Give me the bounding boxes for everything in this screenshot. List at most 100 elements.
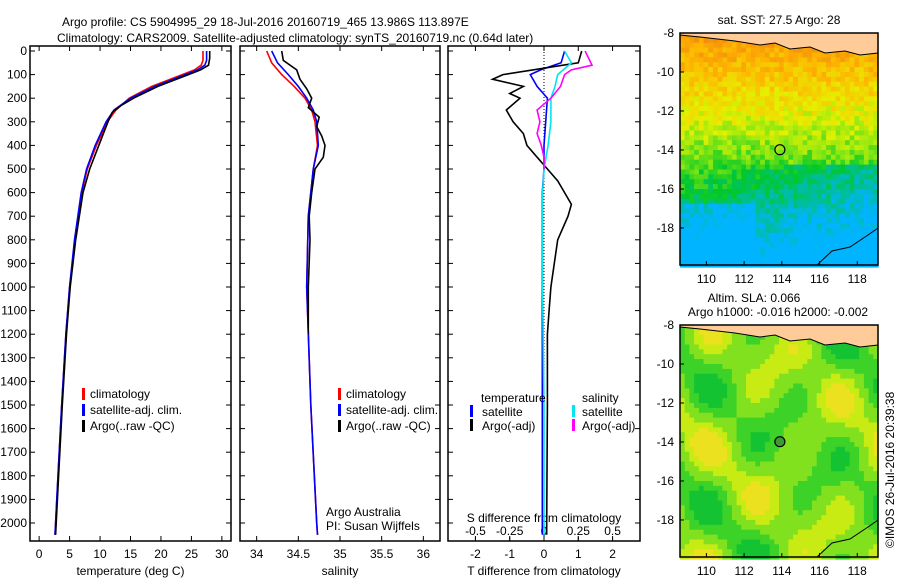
map-cell <box>788 135 794 141</box>
map-cell <box>750 481 756 487</box>
map-cell <box>840 461 846 467</box>
map-cell <box>717 164 723 171</box>
map-cell <box>689 471 695 477</box>
map-cell <box>840 481 846 487</box>
map-cell <box>788 150 794 156</box>
map-cell <box>812 62 818 68</box>
map-cell <box>713 81 719 88</box>
map-cell <box>845 495 851 502</box>
map-cell <box>783 179 789 185</box>
map-cell <box>807 169 813 175</box>
map-cell <box>741 461 747 467</box>
map-cell <box>731 412 738 419</box>
map-cell <box>793 364 799 370</box>
map-cell <box>750 354 756 360</box>
map-cell <box>783 86 789 93</box>
map-cell <box>802 368 808 375</box>
map-cell <box>840 500 846 506</box>
map-cell <box>783 524 789 531</box>
map-cell <box>873 485 879 492</box>
map-cell <box>760 120 766 127</box>
map-cell <box>760 529 766 536</box>
map-cell <box>873 81 879 88</box>
map-cell <box>788 495 794 502</box>
map-cell <box>873 466 879 472</box>
map-cell <box>835 115 841 122</box>
map-cell <box>717 461 723 467</box>
map-cell <box>708 495 714 502</box>
map-cell <box>722 359 728 365</box>
map-cell <box>793 490 799 497</box>
map-cell <box>684 481 690 487</box>
map-cell <box>793 515 799 521</box>
map-cell <box>694 549 700 555</box>
map-cell <box>779 510 785 516</box>
map-cell <box>854 398 860 404</box>
map-cell <box>788 86 794 93</box>
map-cell <box>750 101 756 107</box>
map-cell <box>755 515 761 521</box>
map-cell <box>830 481 837 487</box>
map-cell <box>684 86 690 93</box>
map-cell <box>793 252 799 258</box>
map-cell <box>797 81 804 88</box>
map-cell <box>816 524 822 531</box>
map-cell <box>684 417 690 424</box>
map-cell <box>826 193 832 200</box>
map-cell <box>779 427 785 433</box>
map-cell <box>816 96 822 102</box>
map-cell <box>684 228 690 234</box>
map-cell <box>816 198 822 205</box>
map-cell <box>854 62 860 68</box>
map-cell <box>755 344 761 350</box>
map-cell <box>741 159 747 166</box>
s-tick-label: 0.25 <box>567 524 591 538</box>
map-cell <box>859 378 865 385</box>
map-cell <box>840 145 846 151</box>
map-cell <box>722 378 728 385</box>
map-cell <box>755 52 761 58</box>
map-cell <box>760 334 766 341</box>
map-cell <box>713 412 719 419</box>
map-cell <box>849 86 855 93</box>
map-cell <box>797 179 804 185</box>
map-cell <box>717 529 723 536</box>
map-cell <box>830 218 837 224</box>
map-cell <box>788 368 794 375</box>
map-cell <box>684 534 690 541</box>
map-cell <box>760 179 766 185</box>
map-cell <box>746 461 752 467</box>
map-cell <box>750 193 756 200</box>
map-cell <box>760 398 766 404</box>
map-cell <box>859 456 865 463</box>
map-cell <box>868 120 874 127</box>
map-cell <box>868 96 874 102</box>
map-cell <box>816 159 822 166</box>
map-cell <box>868 72 874 78</box>
map-cell <box>731 145 738 151</box>
map-cell <box>680 549 686 555</box>
map-cell <box>727 393 733 399</box>
map-cell <box>764 96 771 102</box>
map-cell <box>713 223 719 229</box>
map-cell <box>802 145 808 151</box>
map-cell <box>769 471 775 477</box>
map-cell <box>779 432 785 438</box>
map-cell <box>727 427 733 433</box>
map-cell <box>764 412 771 419</box>
map-cell <box>873 451 879 458</box>
map-cell <box>689 427 695 433</box>
map-cell <box>717 159 723 166</box>
map-cell <box>684 500 690 506</box>
map-cell <box>689 368 695 375</box>
map-cell <box>849 485 855 492</box>
map-cell <box>840 393 846 399</box>
map-cell <box>694 427 700 433</box>
map-cell <box>830 203 837 210</box>
map-cell <box>854 495 860 502</box>
map-cell <box>868 101 874 107</box>
map-cell <box>783 62 789 68</box>
map-cell <box>680 495 686 502</box>
map-cell <box>873 106 879 112</box>
map-cell <box>727 76 733 83</box>
